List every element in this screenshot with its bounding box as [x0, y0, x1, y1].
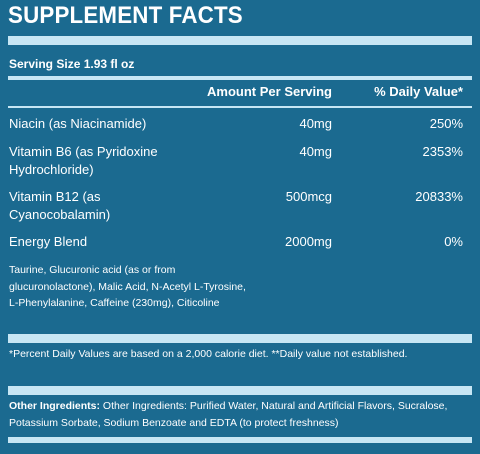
nutrient-amount-niacin: 40mg: [299, 116, 332, 131]
other-ingredients-text: Other Ingredients: Purified Water, Natur…: [9, 400, 448, 429]
nutrient-name-vitamin-b12: Vitamin B12 (as Cyanocobalamin): [9, 189, 111, 222]
nutrient-amount-vitamin-b6: 40mg: [299, 144, 332, 159]
divider-under-serving: [8, 76, 472, 80]
nutrient-name-niacin: Niacin (as Niacinamide): [9, 116, 147, 131]
nutrient-dv-niacin: 250%: [429, 116, 463, 131]
daily-value-footnote: *Percent Daily Values are based on a 2,0…: [9, 348, 408, 360]
other-ingredients: Other Ingredients: Other Ingredients: Pu…: [9, 398, 474, 431]
energy-blend-ingredients: Taurine, Glucuronic acid (as or from glu…: [9, 264, 246, 309]
nutrient-amount-energy-blend: 2000mg: [285, 234, 332, 249]
nutrient-dv-energy-blend: 0%: [444, 234, 463, 249]
divider-under-header: [8, 106, 472, 108]
divider-bottom: [8, 437, 472, 443]
thick-divider-top: [8, 36, 472, 45]
panel-title: SUPPLEMENT FACTS: [8, 2, 243, 29]
nutrient-dv-vitamin-b6: 2353%: [422, 144, 463, 159]
serving-size: Serving Size 1.93 fl oz: [9, 57, 135, 71]
other-ingredients-label: Other Ingredients:: [9, 400, 101, 412]
nutrient-amount-vitamin-b12: 500mcg: [285, 189, 332, 204]
nutrient-dv-vitamin-b12: 20833%: [415, 189, 463, 204]
thick-divider-middle: [8, 334, 472, 343]
nutrient-name-vitamin-b6: Vitamin B6 (as Pyridoxine Hydrochloride): [9, 144, 158, 177]
thick-divider-lower: [8, 386, 472, 395]
nutrient-name-energy-blend: Energy Blend: [9, 234, 88, 249]
daily-value-header: % Daily Value*: [374, 84, 463, 99]
amount-per-serving-header: Amount Per Serving: [207, 84, 332, 99]
